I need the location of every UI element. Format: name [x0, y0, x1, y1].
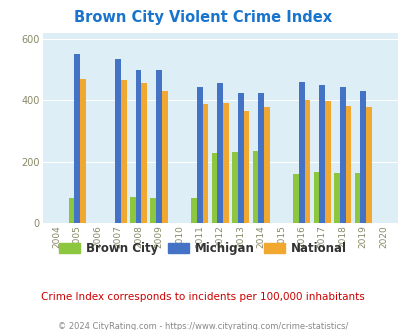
Bar	[121, 80, 126, 223]
Bar	[141, 83, 147, 223]
Text: © 2024 CityRating.com - https://www.cityrating.com/crime-statistics/: © 2024 CityRating.com - https://www.city…	[58, 322, 347, 330]
Bar	[243, 111, 249, 223]
Bar	[191, 198, 196, 223]
Bar	[319, 85, 324, 223]
Bar	[365, 107, 371, 223]
Bar	[263, 107, 269, 223]
Bar	[324, 101, 330, 223]
Bar	[162, 91, 167, 223]
Bar	[237, 93, 243, 223]
Bar	[196, 87, 202, 223]
Bar	[202, 104, 208, 223]
Bar	[130, 197, 135, 223]
Legend: Brown City, Michigan, National: Brown City, Michigan, National	[54, 237, 351, 260]
Bar	[304, 100, 310, 223]
Bar	[252, 151, 258, 223]
Bar	[74, 54, 80, 223]
Text: Brown City Violent Crime Index: Brown City Violent Crime Index	[74, 10, 331, 25]
Bar	[313, 172, 319, 223]
Bar	[298, 82, 304, 223]
Bar	[339, 86, 345, 223]
Bar	[293, 174, 298, 223]
Bar	[68, 198, 74, 223]
Text: Crime Index corresponds to incidents per 100,000 inhabitants: Crime Index corresponds to incidents per…	[41, 292, 364, 302]
Bar	[150, 198, 156, 223]
Bar	[359, 90, 365, 223]
Bar	[345, 106, 350, 223]
Bar	[258, 93, 263, 223]
Bar	[354, 173, 359, 223]
Bar	[211, 153, 217, 223]
Bar	[115, 59, 121, 223]
Bar	[217, 83, 223, 223]
Bar	[80, 79, 86, 223]
Bar	[156, 70, 162, 223]
Bar	[135, 70, 141, 223]
Bar	[232, 152, 237, 223]
Bar	[223, 103, 228, 223]
Bar	[333, 173, 339, 223]
